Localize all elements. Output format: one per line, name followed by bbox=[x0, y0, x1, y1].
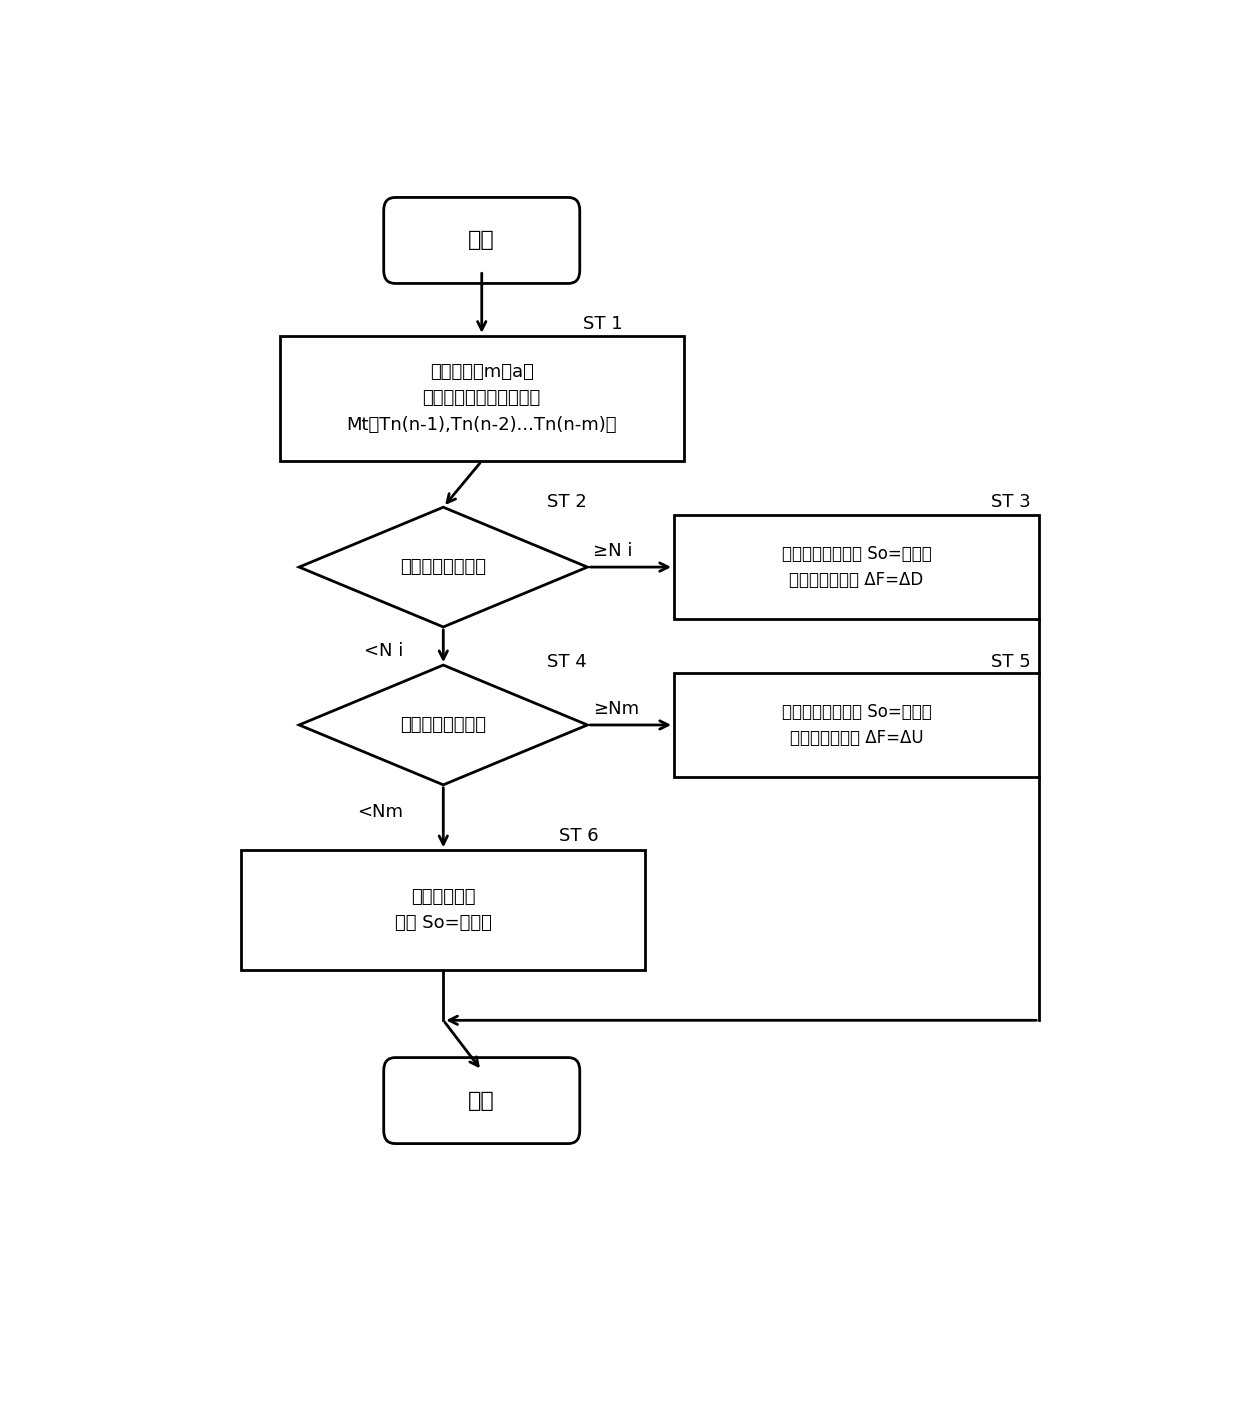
FancyBboxPatch shape bbox=[383, 1058, 580, 1144]
FancyBboxPatch shape bbox=[383, 198, 580, 283]
Text: 最大值以上的个数: 最大值以上的个数 bbox=[401, 715, 486, 734]
Text: 输出次数超过
信号 So=低电平: 输出次数超过 信号 So=低电平 bbox=[394, 888, 492, 932]
Text: 读入存储个m个a的
缩颈检测时间群存储信号
Mt（Tn(n-1),Tn(n-2)...Tn(n-m)）: 读入存储个m个a的 缩颈检测时间群存储信号 Mt（Tn(n-1),Tn(n-2)… bbox=[346, 363, 618, 434]
Text: ST 4: ST 4 bbox=[547, 653, 587, 670]
Text: <Nm: <Nm bbox=[357, 803, 403, 822]
Text: ≥N i: ≥N i bbox=[593, 542, 632, 560]
Text: 输出次数超过信号 So=高电平
以及增减值信号 ΔF=ΔU: 输出次数超过信号 So=高电平 以及增减值信号 ΔF=ΔU bbox=[781, 703, 931, 747]
Polygon shape bbox=[299, 508, 588, 626]
Text: ST 6: ST 6 bbox=[558, 827, 598, 846]
Text: 开始: 开始 bbox=[469, 230, 495, 250]
Text: ST 5: ST 5 bbox=[991, 653, 1030, 670]
Bar bbox=[242, 850, 645, 970]
Text: 结束: 结束 bbox=[469, 1090, 495, 1110]
Text: <N i: <N i bbox=[365, 642, 404, 660]
Text: 输出次数超过信号 So=高电平
以及增减值信号 ΔF=ΔD: 输出次数超过信号 So=高电平 以及增减值信号 ΔF=ΔD bbox=[781, 544, 931, 590]
Text: ST 2: ST 2 bbox=[547, 492, 587, 510]
Text: ST 3: ST 3 bbox=[991, 492, 1030, 510]
Polygon shape bbox=[299, 665, 588, 785]
Bar bbox=[675, 673, 1039, 776]
Text: ST 1: ST 1 bbox=[583, 315, 622, 334]
Bar bbox=[675, 515, 1039, 619]
Bar bbox=[280, 335, 683, 461]
Text: 最小值以下的个数: 最小值以下的个数 bbox=[401, 559, 486, 575]
Text: ≥Nm: ≥Nm bbox=[593, 700, 640, 718]
